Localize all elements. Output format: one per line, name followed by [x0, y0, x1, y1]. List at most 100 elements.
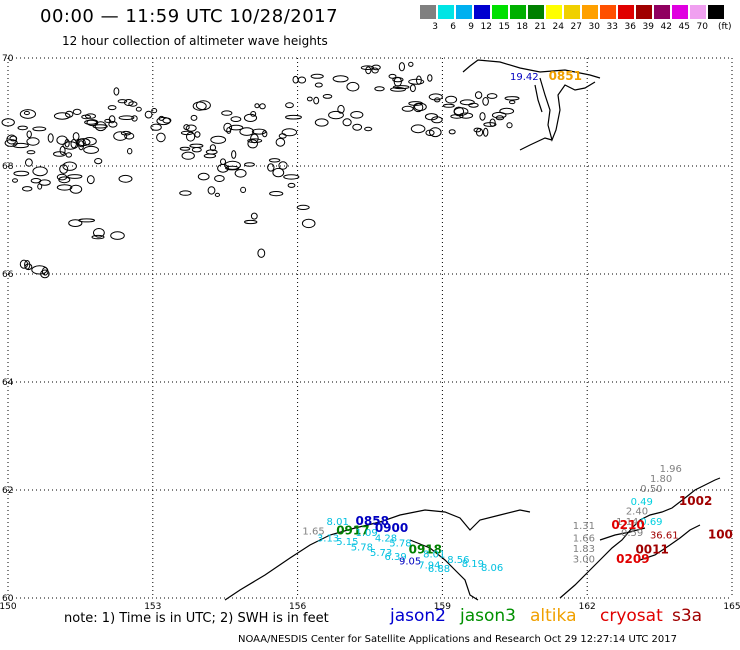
- ice-floe: [244, 219, 258, 225]
- ice-floe: [429, 127, 442, 138]
- ice-floe: [272, 167, 285, 178]
- ice-floe: [72, 108, 82, 116]
- ice-floe: [214, 175, 225, 182]
- ice-floe: [47, 133, 54, 143]
- ice-floe: [40, 269, 50, 279]
- ice-floe: [401, 105, 414, 112]
- wave-height-observations: 19.42 0851 1.961.800.50 1002 0.492.401.14 0.6…: [302, 69, 733, 575]
- ice-floe: [342, 118, 352, 127]
- river-inlet: [539, 77, 596, 142]
- ice-floe: [144, 110, 153, 119]
- ice-floe: [239, 127, 255, 136]
- ice-floe: [217, 163, 229, 173]
- scale-swatch: [564, 5, 580, 19]
- ice-floe: [1, 118, 15, 127]
- ice-floe: [285, 102, 294, 109]
- scale-label: 45: [678, 22, 690, 32]
- lon-tick-label: 156: [289, 602, 306, 612]
- ice-floe: [104, 118, 112, 123]
- ice-floe: [474, 91, 483, 99]
- ice-floe: [314, 82, 323, 88]
- ice-floe: [62, 161, 77, 171]
- ice-floe: [506, 122, 513, 129]
- pass-time-label: 1002: [679, 494, 712, 508]
- ice-floe: [23, 110, 30, 116]
- south-coast-east: [559, 477, 721, 599]
- lon-tick-label: 150: [0, 602, 17, 612]
- scale-swatch: [654, 5, 670, 19]
- ice-floe: [92, 124, 108, 129]
- scale-swatch: [708, 5, 724, 19]
- ice-floe: [108, 115, 116, 124]
- ice-floe: [131, 115, 138, 122]
- ice-floe: [408, 61, 414, 67]
- ice-floe: [85, 113, 96, 119]
- wave-height-value: 3.13: [317, 533, 339, 544]
- ice-floe: [24, 263, 33, 271]
- ice-floe: [416, 75, 422, 85]
- ice-floe: [230, 116, 242, 122]
- scale-label: 21: [534, 22, 546, 32]
- ice-floe: [410, 124, 426, 134]
- wave-height-value: 1.09: [356, 528, 378, 539]
- ice-floe: [250, 212, 258, 220]
- ice-floe: [151, 108, 158, 114]
- ice-floe: [352, 123, 363, 131]
- sea-ice-islands: [1, 61, 520, 279]
- ice-floe: [453, 106, 465, 117]
- wave-height-value: 1.66: [573, 533, 595, 544]
- ice-floe: [53, 151, 66, 157]
- ice-floe: [453, 107, 469, 116]
- ice-floe: [287, 182, 296, 188]
- lat-tick-label: 68: [2, 162, 14, 172]
- ice-floe: [120, 130, 132, 136]
- coast-south-arm: [519, 137, 553, 151]
- ice-floe: [322, 94, 333, 99]
- wave-height-value: 2.40: [626, 506, 648, 517]
- wave-height-value: 5.78: [389, 539, 411, 550]
- ice-floe: [275, 137, 286, 147]
- ice-floe: [328, 110, 344, 120]
- ice-floe: [247, 138, 263, 143]
- ice-floe: [459, 99, 475, 106]
- ice-floe: [53, 112, 71, 120]
- scale-label: 15: [498, 22, 510, 32]
- ice-floe: [231, 150, 237, 159]
- ice-floe: [209, 144, 216, 152]
- credit-line: NOAA/NESDIS Center for Satellite Applica…: [238, 634, 677, 645]
- scale-swatch: [618, 5, 634, 19]
- pass-time-label: 0209: [616, 552, 649, 566]
- ice-floe: [180, 130, 194, 136]
- scale-label: 3: [432, 22, 438, 32]
- coastline: [224, 59, 721, 601]
- ice-floe: [22, 186, 33, 192]
- ice-floe: [374, 86, 385, 92]
- scale-label: 42: [660, 22, 672, 32]
- ice-floe: [179, 190, 192, 196]
- ice-floe: [306, 96, 313, 102]
- ice-floe: [313, 96, 320, 105]
- ice-floe: [156, 116, 171, 126]
- ice-floe: [41, 267, 49, 276]
- coast-inner: [534, 84, 543, 113]
- ice-floe: [65, 152, 73, 158]
- ice-floe: [360, 65, 374, 70]
- ice-floe: [13, 170, 30, 177]
- ice-floe: [388, 73, 397, 79]
- south-coast-west: [224, 509, 531, 601]
- ice-floe: [185, 124, 197, 132]
- wave-height-value: 1.80: [650, 474, 672, 485]
- wave-height-value: 9.05: [399, 557, 421, 568]
- ice-floe: [225, 165, 240, 171]
- wave-height-value: 1.65: [302, 526, 324, 537]
- ice-floe: [332, 75, 349, 83]
- lat-tick-label: 62: [2, 486, 13, 496]
- legend-altika: altika: [530, 606, 577, 626]
- ice-floe: [12, 142, 29, 149]
- ice-floe: [509, 100, 516, 105]
- ice-floe: [337, 104, 345, 114]
- wave-height-value: 6.88: [428, 564, 450, 575]
- ice-floe: [301, 218, 316, 229]
- ice-floe: [371, 67, 379, 74]
- ice-floe: [6, 134, 17, 145]
